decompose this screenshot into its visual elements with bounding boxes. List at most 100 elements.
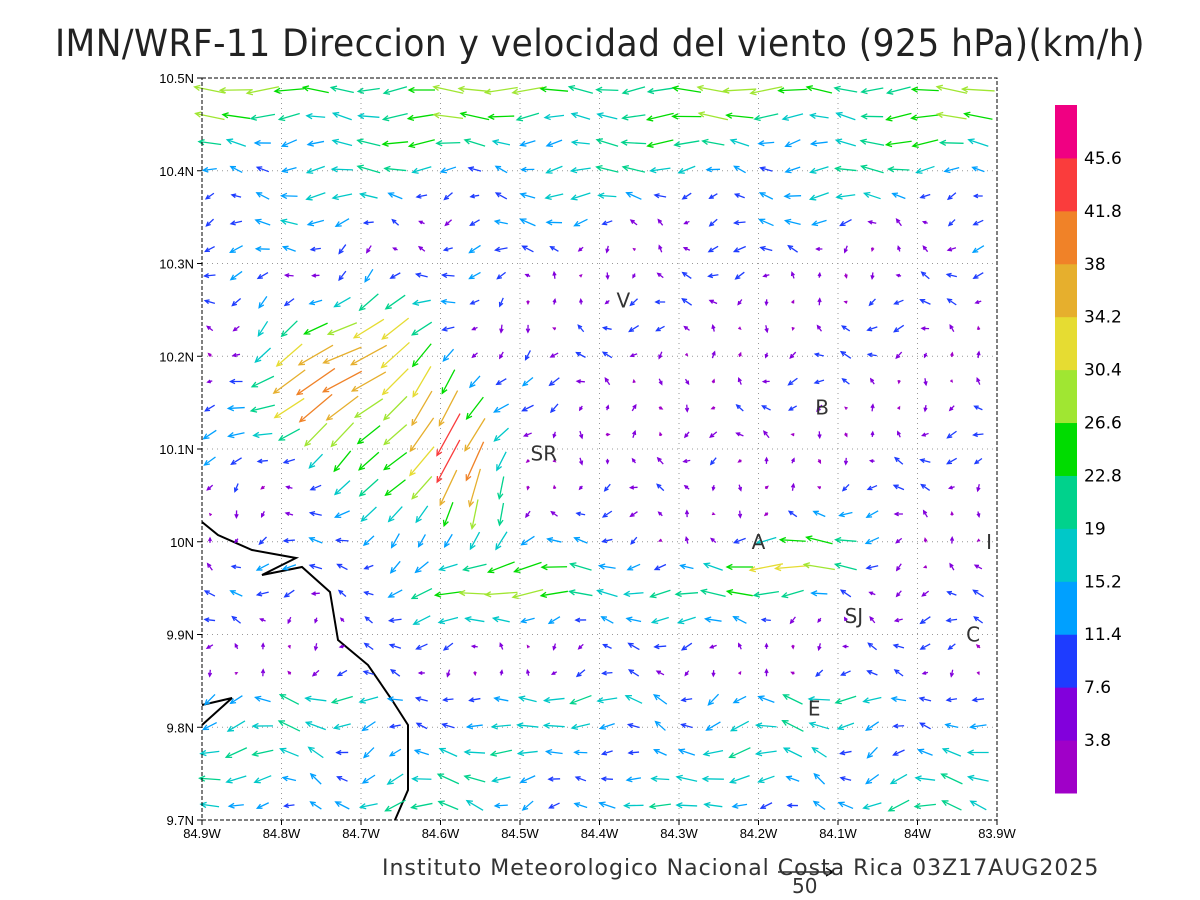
wind-vector <box>946 430 957 439</box>
wind-vector <box>628 485 638 490</box>
wind-vector <box>520 166 535 173</box>
wind-vector <box>362 747 375 759</box>
wind-vector <box>834 165 857 173</box>
wind-vector <box>524 350 531 361</box>
wind-vector <box>946 457 958 465</box>
wind-vector <box>388 643 402 649</box>
wind-vector <box>645 112 674 122</box>
wind-vector <box>206 562 213 571</box>
wind-vector <box>577 246 584 252</box>
wind-vector <box>305 192 326 201</box>
wind-vector <box>816 486 822 490</box>
wind-vector <box>791 299 795 304</box>
wind-vector <box>786 802 798 809</box>
wind-vector <box>577 324 585 333</box>
wind-vector <box>969 800 987 811</box>
wind-vector <box>226 720 246 732</box>
wind-vector <box>631 457 636 464</box>
wind-vector <box>921 432 929 437</box>
wind-vector <box>918 696 932 702</box>
wind-vector <box>976 671 980 676</box>
wind-vector <box>705 721 721 731</box>
wind-vector <box>384 294 406 310</box>
wind-vector <box>963 111 993 120</box>
wind-vector <box>519 192 536 199</box>
wind-vector <box>544 193 564 200</box>
wind-vector <box>791 644 795 650</box>
wind-vector <box>910 114 940 121</box>
colorbar-label: 26.6 <box>1084 414 1122 434</box>
wind-vector <box>834 536 857 544</box>
wind-vector <box>839 776 852 782</box>
wind-vector <box>548 802 560 809</box>
wind-vector <box>809 140 828 147</box>
wind-vector <box>646 139 674 148</box>
wind-vector <box>249 113 276 121</box>
wind-vector <box>381 112 408 122</box>
wind-vector <box>892 749 905 756</box>
wind-vector <box>412 366 432 398</box>
wind-vector <box>575 379 585 384</box>
wind-vector <box>817 458 822 465</box>
wind-vector <box>684 378 690 386</box>
wind-vector <box>738 642 742 650</box>
wind-vector <box>837 801 854 810</box>
wind-vector <box>331 111 352 121</box>
wind-vector <box>809 166 829 174</box>
wind-vector <box>493 696 509 702</box>
wind-vector <box>494 246 508 253</box>
wind-vector <box>947 219 956 227</box>
wind-vector <box>782 694 803 705</box>
wind-vector <box>414 272 428 278</box>
wind-vector <box>867 642 878 651</box>
wind-vector <box>279 218 298 226</box>
wind-vector <box>360 506 377 522</box>
wind-vector <box>658 406 664 410</box>
wind-vector <box>728 747 751 759</box>
wind-vector <box>511 86 544 95</box>
y-tick-label: 10.1N <box>159 442 194 457</box>
wind-vector <box>596 112 618 120</box>
wind-vector <box>790 271 795 279</box>
wind-vector <box>362 535 375 547</box>
wind-vector <box>919 458 931 464</box>
wind-vector <box>436 773 460 785</box>
wind-vector <box>471 326 478 331</box>
wind-vector <box>569 562 592 571</box>
wind-vector <box>207 669 213 678</box>
wind-vector <box>598 722 615 730</box>
wind-vector <box>569 694 592 705</box>
wind-vector <box>734 271 745 280</box>
colorbar: 3.8 7.6 11.4 15.2 19 22.8 26.6 30.4 34.2 38 41.8 45… <box>1055 105 1122 794</box>
wind-vector <box>303 322 328 335</box>
wind-vector <box>382 86 408 95</box>
city-label: E <box>808 697 821 721</box>
wind-vector <box>362 220 374 226</box>
wind-vector <box>282 458 296 465</box>
wind-vector <box>284 511 294 517</box>
wind-vector <box>605 404 610 411</box>
wind-vector <box>497 502 505 527</box>
wind-vector <box>521 376 534 387</box>
wind-vector <box>628 325 640 333</box>
wind-vector <box>600 776 614 782</box>
wind-vector <box>680 722 693 729</box>
coastline-island <box>201 697 233 726</box>
wind-vector <box>313 643 319 652</box>
wind-vector <box>406 113 436 122</box>
wind-vector <box>415 643 428 650</box>
wind-vector <box>231 297 242 307</box>
wind-vector <box>459 111 490 121</box>
wind-vector <box>334 537 349 544</box>
wind-vector <box>254 347 272 363</box>
wind-vector <box>496 271 506 280</box>
wind-vector <box>417 245 426 252</box>
wind-vector <box>521 245 534 253</box>
coastline <box>201 521 409 821</box>
wind-vector <box>304 695 327 703</box>
wind-vector <box>626 563 641 571</box>
wind-vector <box>834 695 857 705</box>
wind-vector <box>699 588 726 598</box>
wind-vector <box>550 403 559 414</box>
wind-vector <box>205 218 215 227</box>
